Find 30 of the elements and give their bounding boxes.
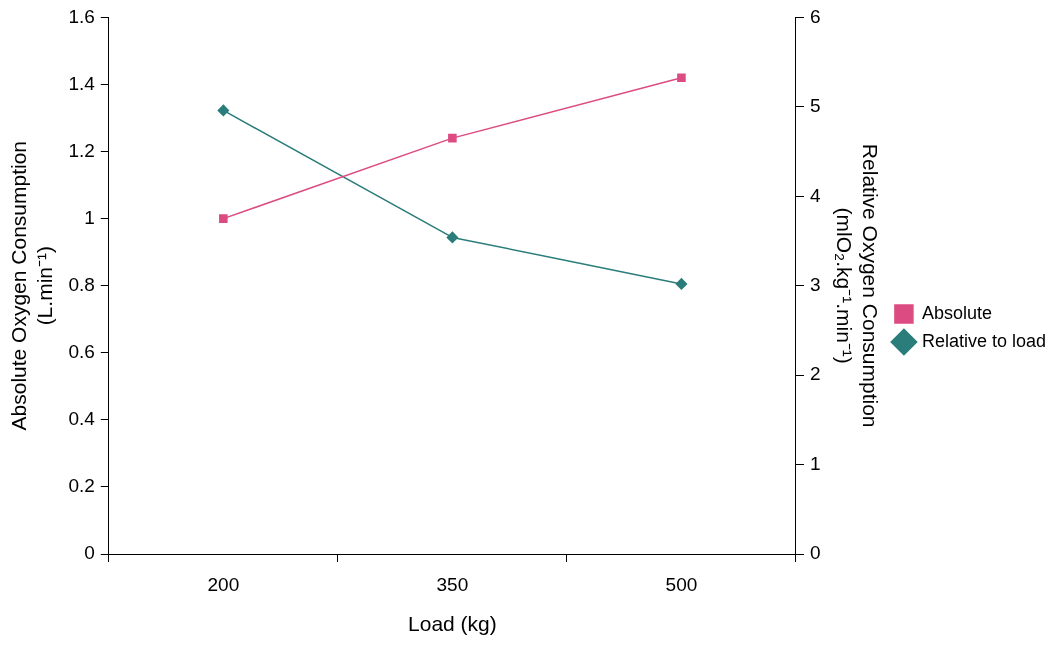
y-tick-label: 1.4: [68, 72, 96, 94]
y2-tick-label: 5: [809, 95, 821, 117]
x-tick-label: 350: [436, 573, 469, 595]
y-tick-label: 1: [84, 206, 95, 228]
point: [446, 231, 459, 244]
y-tick-label: 0.4: [68, 408, 96, 430]
y2-axis-title: Relative Oxygen Consumption (mlO₂.kg⁻¹.min⁻¹): [833, 143, 882, 428]
point: [677, 73, 686, 83]
y-axis-title: Absolute Oxygen Consumption (L.min⁻¹): [7, 140, 56, 431]
y-tick-label: 0.6: [68, 341, 95, 363]
y-tick-label: 1.6: [68, 5, 95, 27]
legend-label: Absolute: [921, 302, 992, 323]
y2-tick-label: 1: [809, 452, 821, 474]
y-tick-label: 1.2: [68, 139, 95, 161]
point: [448, 133, 457, 143]
y2-tick-label: 2: [809, 363, 821, 385]
y-tick-label: 0.2: [68, 475, 95, 497]
y2-tick-label: 0: [809, 542, 821, 564]
point: [675, 278, 688, 290]
y-tick-label: 0.8: [68, 273, 95, 295]
point: [217, 104, 230, 117]
x-axis-title: Load (kg): [408, 612, 497, 636]
y2-tick-label: 3: [809, 273, 821, 295]
x-tick-label: 500: [665, 573, 698, 595]
point: [219, 214, 228, 223]
y2-tick-label: 4: [809, 184, 821, 206]
x-tick-label: 200: [207, 573, 240, 595]
y2-tick-label: 6: [809, 5, 821, 27]
y-tick-label: 0: [84, 542, 95, 564]
legend-label: Relative to load: [921, 330, 1046, 351]
